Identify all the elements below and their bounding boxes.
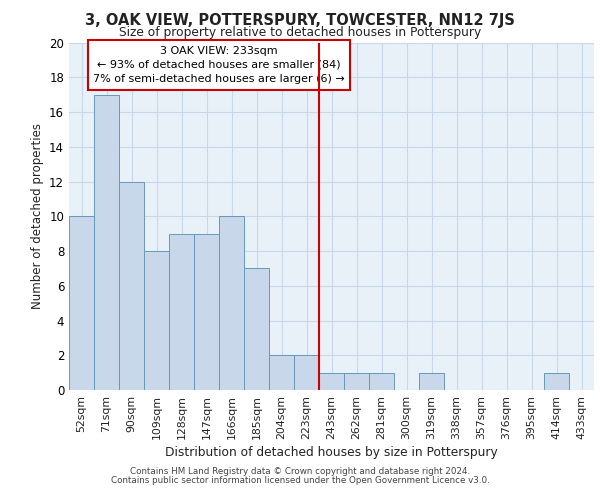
Y-axis label: Number of detached properties: Number of detached properties (31, 123, 44, 309)
Bar (119, 182, 144, 390)
Text: Contains HM Land Registry data © Crown copyright and database right 2024.: Contains HM Land Registry data © Crown c… (130, 467, 470, 476)
Bar (344, 372, 369, 390)
Bar (294, 355, 319, 390)
Bar (319, 372, 344, 390)
Bar (419, 372, 444, 390)
Text: Size of property relative to detached houses in Potterspury: Size of property relative to detached ho… (119, 26, 481, 39)
Bar (69, 216, 94, 390)
Text: 3 OAK VIEW: 233sqm
← 93% of detached houses are smaller (84)
7% of semi-detached: 3 OAK VIEW: 233sqm ← 93% of detached hou… (93, 46, 345, 84)
Bar (369, 372, 394, 390)
Bar (94, 94, 119, 390)
Bar (269, 355, 294, 390)
Bar (219, 216, 244, 390)
X-axis label: Distribution of detached houses by size in Potterspury: Distribution of detached houses by size … (165, 446, 498, 459)
Text: Contains public sector information licensed under the Open Government Licence v3: Contains public sector information licen… (110, 476, 490, 485)
Bar (169, 234, 194, 390)
Bar (144, 251, 169, 390)
Bar (244, 268, 269, 390)
Bar (544, 372, 569, 390)
Text: 3, OAK VIEW, POTTERSPURY, TOWCESTER, NN12 7JS: 3, OAK VIEW, POTTERSPURY, TOWCESTER, NN1… (85, 12, 515, 28)
Bar (194, 234, 219, 390)
